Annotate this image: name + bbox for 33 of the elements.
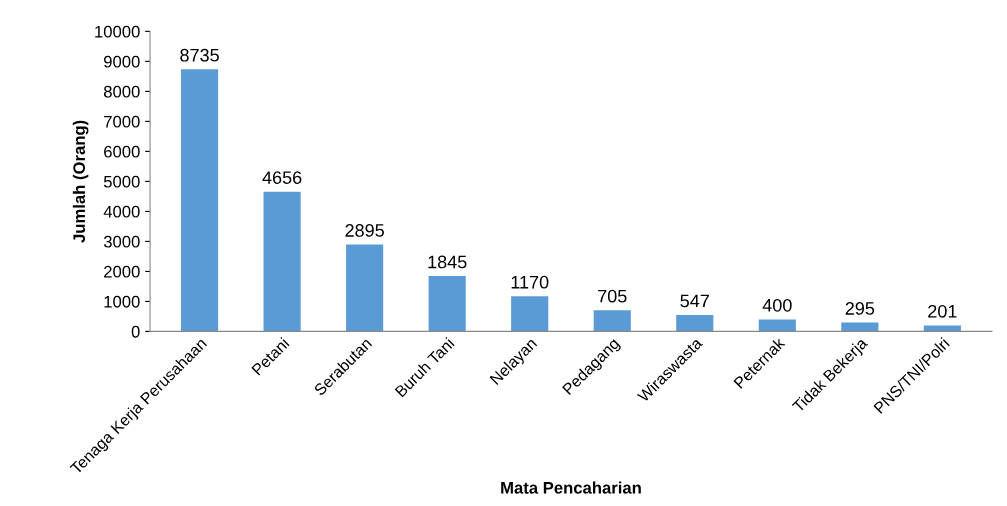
bar <box>346 244 384 332</box>
bar <box>263 191 301 332</box>
data-label: 547 <box>680 294 709 308</box>
bar <box>428 276 466 332</box>
bar <box>511 296 549 332</box>
bar <box>923 325 961 332</box>
y-tick-label: 5000 <box>103 175 140 188</box>
y-tick-label: 6000 <box>104 145 140 158</box>
y-tick-label: 4000 <box>103 205 140 218</box>
data-label: 1845 <box>428 255 467 269</box>
data-label: 400 <box>762 298 792 312</box>
bar <box>758 319 796 332</box>
y-tick-label: 9000 <box>104 55 140 68</box>
data-label: 8735 <box>180 48 219 62</box>
data-label: 295 <box>845 302 875 315</box>
y-tick-label: 0 <box>131 325 140 338</box>
y-axis-title: Jumlah (Orang) <box>72 120 89 243</box>
y-tick-label: 10000 <box>95 25 140 38</box>
data-label: 2895 <box>345 224 384 237</box>
data-label: 705 <box>598 289 627 303</box>
bar <box>593 310 631 332</box>
y-tick-label: 3000 <box>103 235 140 248</box>
data-label: 4656 <box>262 171 302 184</box>
data-label: 201 <box>928 304 957 318</box>
y-tick-label: 8000 <box>103 85 140 98</box>
y-tick-label: 1000 <box>104 295 140 308</box>
x-axis-title: Mata Pencaharian <box>501 481 641 494</box>
bar <box>676 315 714 332</box>
data-label: 1170 <box>511 275 549 289</box>
y-tick-label: 7000 <box>104 115 140 128</box>
bar <box>180 69 219 332</box>
y-tick-label: 2000 <box>104 265 140 278</box>
bar <box>841 322 879 332</box>
